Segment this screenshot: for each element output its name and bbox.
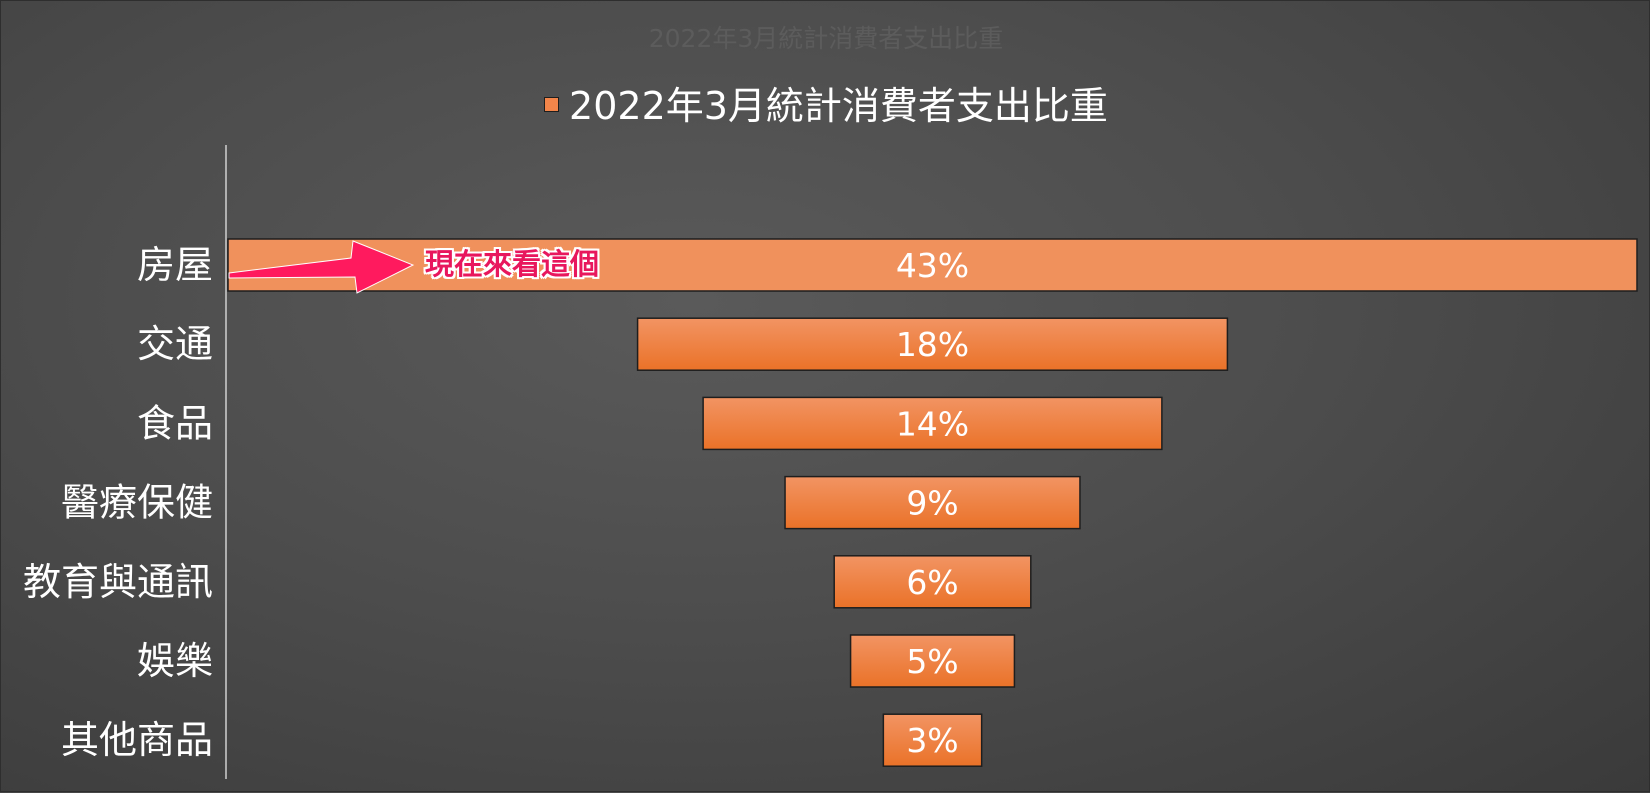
data-label: 14% xyxy=(896,404,969,443)
bar xyxy=(849,634,1016,688)
chart-title: 2022年3月統計消費者支出比重 xyxy=(648,24,1004,53)
legend: 2022年3月統計消費者支出比重 xyxy=(1,75,1650,130)
category-label: 其他商品 xyxy=(61,718,213,762)
category-label: 房屋 xyxy=(137,243,213,287)
category-label: 食品 xyxy=(137,401,213,445)
legend-label: 2022年3月統計消費者支出比重 xyxy=(569,84,1108,128)
data-label: 6% xyxy=(906,563,958,602)
annotation-arrow xyxy=(228,240,415,294)
data-label: 3% xyxy=(906,721,958,760)
bar xyxy=(636,317,1229,371)
category-label: 教育與通訊 xyxy=(23,560,213,604)
data-label: 18% xyxy=(896,325,969,364)
data-label: 5% xyxy=(906,642,958,681)
category-label: 娛樂 xyxy=(137,639,213,683)
bar xyxy=(702,396,1163,451)
annotation-text: 現在來看這個 xyxy=(425,247,600,281)
category-label: 交通 xyxy=(137,322,213,366)
data-label: 9% xyxy=(906,484,958,523)
bar xyxy=(833,555,1032,609)
legend-swatch xyxy=(544,97,560,112)
bar xyxy=(882,713,983,767)
category-label: 醫療保健 xyxy=(61,481,213,525)
bar xyxy=(784,475,1081,530)
bar xyxy=(227,238,1638,292)
bars-group: 43% 房屋 18% 交通 14% 食品 9% 醫療保健 6% 教育與通訊 5% 娛樂 3% 其他商品 xyxy=(23,238,1638,767)
data-label: 43% xyxy=(896,246,969,285)
